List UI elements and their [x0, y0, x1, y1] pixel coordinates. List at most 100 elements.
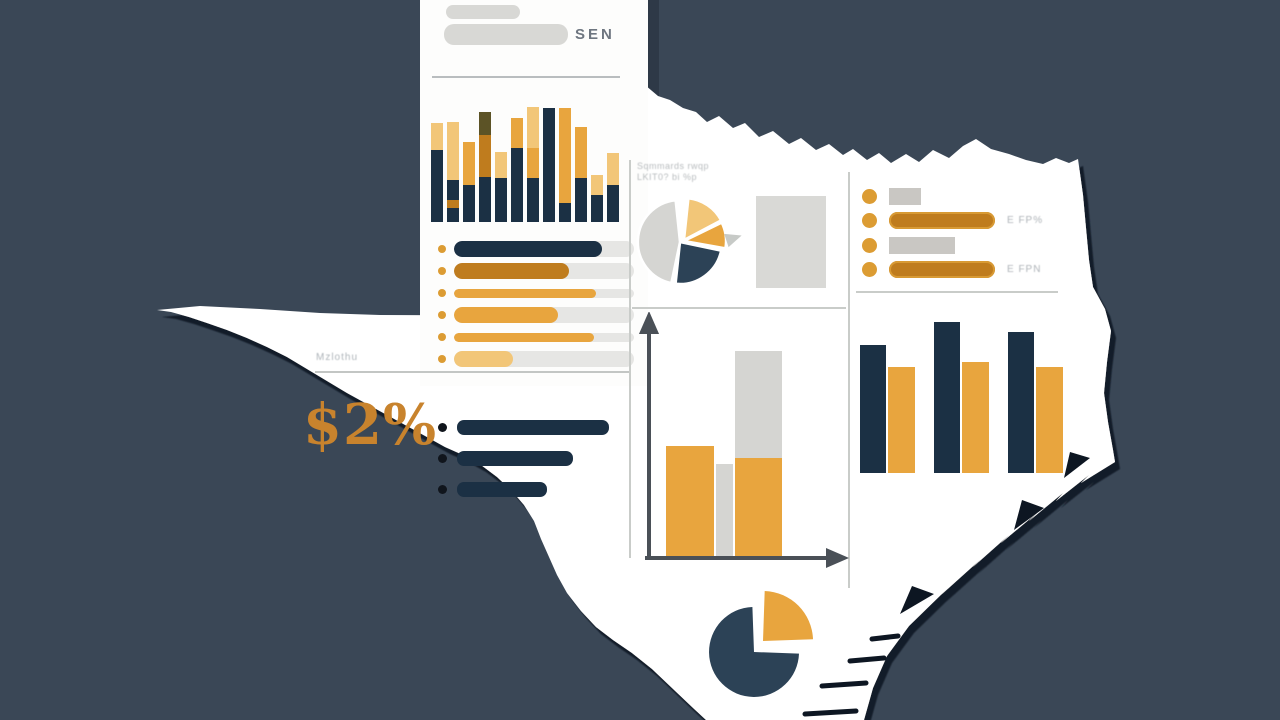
- progress-bar-list: [438, 240, 634, 368]
- pie-panel-heading: Sqmmards rwqp LKIT0? bi %p: [637, 161, 709, 183]
- progress-row: [438, 350, 634, 368]
- bar-segment: [495, 152, 507, 178]
- bar-segment: [559, 108, 571, 203]
- panel-divider-vertical: [629, 160, 631, 558]
- bullet-dot-icon: [862, 213, 877, 228]
- navy-bar: [934, 322, 960, 473]
- pie-slice: [709, 607, 799, 697]
- bullet-row: [438, 481, 609, 497]
- axis-bar-chart: [632, 312, 850, 570]
- bullet-dot-icon: [438, 453, 447, 463]
- progress-track: [454, 288, 634, 298]
- bar-segment: [463, 185, 475, 222]
- card-divider: [432, 76, 620, 78]
- coastline-spikes: [900, 452, 1090, 614]
- report-card-panel: SEN: [420, 0, 648, 386]
- ep-row: [862, 237, 955, 254]
- bullet-row: [438, 450, 609, 466]
- stacked-bar: [431, 123, 443, 222]
- bar-segment: [463, 142, 475, 185]
- bar-segment: [431, 123, 443, 150]
- pie-slice: [674, 240, 723, 286]
- stacked-bar: [511, 118, 523, 222]
- bar-segment: [575, 178, 587, 222]
- panel-divider-horizontal: [856, 291, 1058, 293]
- bar-segment: [479, 135, 491, 177]
- stacked-bar: [591, 175, 603, 222]
- grouped-bar-chart: [860, 320, 1072, 473]
- progress-row: [438, 240, 634, 258]
- quartered-pie-chart: [636, 196, 728, 286]
- progress-fill: [454, 288, 597, 298]
- navy-bar: [860, 345, 886, 473]
- bullet-dot-icon: [438, 245, 446, 253]
- bar-segment: [607, 185, 619, 222]
- progress-fill: [454, 241, 602, 257]
- progress-row: [438, 284, 634, 302]
- bar-segment: [431, 150, 443, 222]
- bar-segment: [447, 200, 459, 208]
- bullet-dot-icon: [438, 267, 446, 275]
- bullet-bar: [457, 419, 609, 435]
- bar-group: [934, 322, 989, 473]
- bar-segment: [447, 122, 459, 180]
- bullet-dot-icon: [438, 484, 447, 494]
- progress-fill: [454, 307, 559, 323]
- document-placeholder: [756, 196, 826, 288]
- bar-group: [1008, 332, 1063, 473]
- progress-row: [438, 306, 634, 324]
- stacked-bar: [495, 152, 507, 222]
- bullet-dot-icon: [438, 333, 446, 341]
- axis-chart-bars: [632, 312, 850, 558]
- bar-segment: [559, 203, 571, 222]
- ep-amber-pill: [889, 212, 995, 229]
- bullet-dot-icon: [862, 262, 877, 277]
- stacked-bar: [463, 142, 475, 222]
- bar-segment: [666, 446, 714, 556]
- progress-fill: [454, 351, 514, 367]
- stacked-bar: [479, 112, 491, 222]
- amber-bar: [888, 367, 915, 473]
- bar-segment: [479, 177, 491, 222]
- bar-segment: [527, 148, 539, 178]
- stacked-bar: [543, 108, 555, 222]
- bullet-bar: [457, 481, 547, 497]
- axis-lines: [638, 312, 849, 569]
- coastline-marks: [802, 633, 901, 717]
- amber-bar: [1036, 367, 1063, 473]
- progress-fill: [454, 263, 570, 279]
- bullet-dot-icon: [438, 311, 446, 319]
- pie-slice: [679, 220, 728, 250]
- bullet-dot-icon: [438, 422, 447, 432]
- bar-segment: [607, 153, 619, 185]
- big-stat-value: $2%: [303, 392, 438, 458]
- pie-panel-heading-line1: Sqmmards rwqp: [637, 161, 710, 171]
- bar-segment: [543, 108, 555, 222]
- ep-row: E FPN: [862, 261, 1041, 278]
- stacked-bar: [447, 122, 459, 222]
- bar-segment: [716, 464, 733, 556]
- axis-bar: [735, 351, 782, 556]
- ep-row-label: E FP%: [1007, 215, 1044, 226]
- ep-row-label: E FPN: [1007, 264, 1042, 275]
- bullet-bar-list: [438, 419, 609, 497]
- progress-fill: [454, 332, 595, 342]
- bar-segment: [447, 208, 459, 222]
- pie-slice: [763, 591, 813, 641]
- navy-bar: [1008, 332, 1034, 473]
- pie-slice: [682, 196, 723, 243]
- panel-divider-vertical: [848, 172, 850, 588]
- stacked-bar: [527, 107, 539, 222]
- section-label: Mzlothu: [316, 352, 359, 363]
- card-header-label: SEN: [575, 26, 615, 43]
- progress-track: [454, 307, 634, 323]
- bullet-dot-icon: [438, 289, 446, 297]
- bar-segment: [527, 107, 539, 148]
- bar-segment: [495, 178, 507, 222]
- ep-gray-bar: [889, 188, 921, 205]
- section-rule: [315, 371, 630, 373]
- bullet-row: [438, 419, 609, 435]
- bar-segment: [591, 175, 603, 195]
- ep-row: E FP%: [862, 212, 1043, 229]
